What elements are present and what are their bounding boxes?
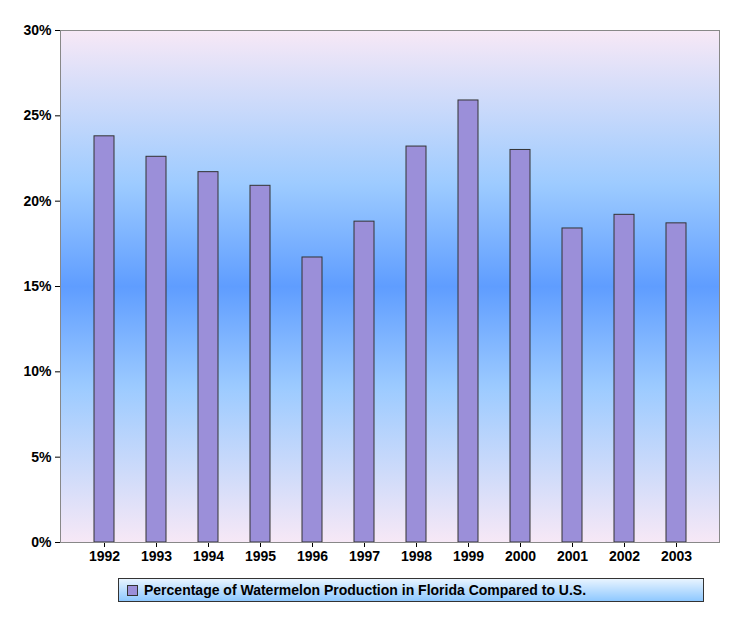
- svg-text:20%: 20%: [23, 193, 52, 209]
- svg-text:1994: 1994: [193, 548, 224, 564]
- svg-text:2003: 2003: [661, 548, 692, 564]
- svg-text:25%: 25%: [23, 107, 52, 123]
- html-text:Percentage of Watermelon Produ: Percentage of Watermelon Production in F…: [144, 582, 587, 598]
- svg-text:1995: 1995: [245, 548, 276, 564]
- svg-text:15%: 15%: [23, 278, 52, 294]
- svg-text:2001: 2001: [557, 548, 588, 564]
- svg-text:5%: 5%: [31, 449, 52, 465]
- svg-text:10%: 10%: [23, 363, 52, 379]
- svg-text:30%: 30%: [23, 22, 52, 38]
- svg-text:1996: 1996: [297, 548, 328, 564]
- svg-text:1992: 1992: [89, 548, 120, 564]
- svg-text:2002: 2002: [609, 548, 640, 564]
- svg-text:2000: 2000: [505, 548, 536, 564]
- svg-text:0%: 0%: [31, 534, 52, 550]
- svg-text:1999: 1999: [453, 548, 484, 564]
- svg-text:1993: 1993: [141, 548, 172, 564]
- svg-text:1997: 1997: [349, 548, 380, 564]
- svg-text:1998: 1998: [401, 548, 432, 564]
